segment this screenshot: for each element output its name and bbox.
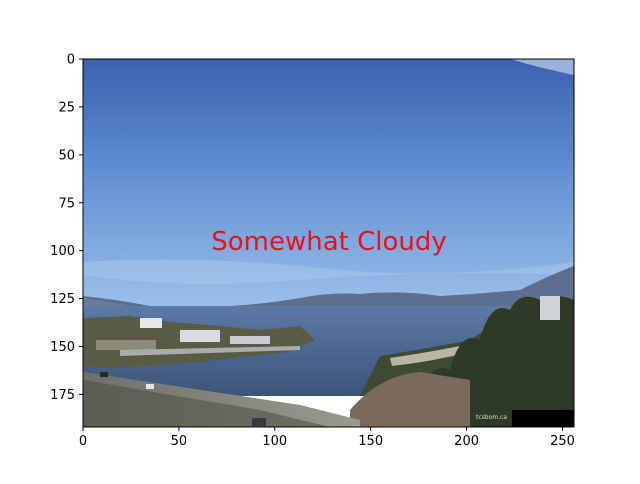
car bbox=[146, 384, 154, 389]
road-shadow bbox=[83, 380, 330, 427]
x-tick-label: 200 bbox=[454, 434, 479, 449]
y-tick-label: 0 bbox=[67, 53, 75, 68]
building-dock bbox=[230, 336, 270, 344]
cloud-band bbox=[83, 259, 574, 284]
car-foreground bbox=[252, 418, 266, 426]
buildings-cluster bbox=[96, 340, 156, 350]
y-axis: 0 25 50 75 100 125 150 175 bbox=[50, 53, 83, 403]
y-tick-label: 75 bbox=[58, 196, 75, 211]
beach bbox=[390, 346, 470, 366]
x-tick-label: 0 bbox=[79, 434, 87, 449]
x-tick-label: 150 bbox=[358, 434, 383, 449]
watermark-text: tcsbom.ca bbox=[476, 414, 507, 421]
y-tick-label: 150 bbox=[50, 340, 75, 355]
x-tick-label: 50 bbox=[171, 434, 188, 449]
x-axis: 0 50 100 150 200 250 bbox=[79, 427, 575, 449]
x-tick-label: 250 bbox=[550, 434, 575, 449]
rooftop bbox=[350, 372, 470, 427]
axes-frame bbox=[82, 58, 575, 428]
weather-annotation: Somewhat Cloudy bbox=[211, 227, 447, 257]
photo: tcsbom.ca bbox=[83, 59, 574, 427]
y-tick-label: 175 bbox=[50, 388, 75, 403]
y-tick-label: 25 bbox=[58, 100, 75, 115]
car-dark bbox=[100, 372, 108, 377]
cloud-wisp bbox=[510, 59, 574, 75]
y-tick-label: 50 bbox=[58, 148, 75, 163]
building-marina bbox=[180, 330, 220, 342]
x-tick-label: 100 bbox=[262, 434, 287, 449]
building-white bbox=[140, 318, 162, 328]
y-tick-label: 125 bbox=[50, 292, 75, 307]
boats bbox=[120, 346, 300, 356]
y-tick-label: 100 bbox=[50, 244, 75, 259]
watermark-box bbox=[512, 410, 574, 427]
tower-right bbox=[540, 296, 560, 320]
